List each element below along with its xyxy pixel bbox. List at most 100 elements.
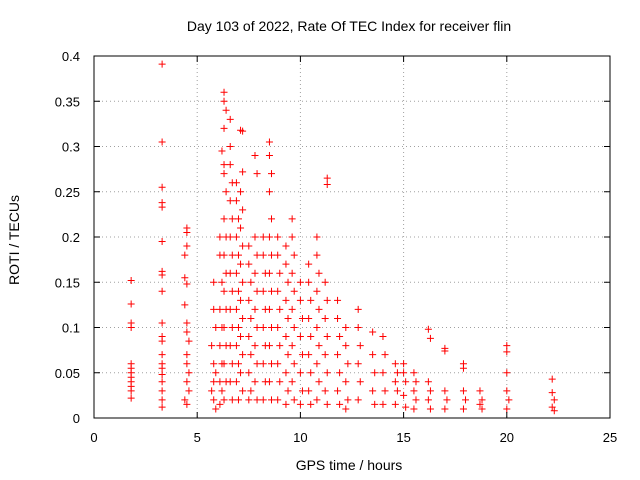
data-point (290, 251, 298, 259)
data-point (237, 369, 245, 377)
data-point (234, 324, 242, 331)
data-point (228, 324, 236, 331)
data-point (288, 378, 296, 386)
data-point (282, 296, 290, 304)
data-point (354, 396, 362, 404)
data-point (239, 168, 247, 176)
data-point (245, 396, 253, 404)
data-point (220, 396, 228, 404)
data-point (342, 342, 350, 350)
data-point (158, 183, 166, 191)
data-point (391, 400, 399, 408)
data-point (237, 333, 245, 341)
data-point (426, 405, 434, 413)
data-point (426, 387, 434, 395)
data-point (158, 371, 166, 379)
data-point (247, 278, 255, 286)
data-point (220, 97, 228, 105)
data-point (412, 378, 420, 386)
data-point (228, 215, 236, 223)
y-tick-label: 0.25 (55, 185, 80, 200)
data-point (478, 396, 486, 404)
data-point (334, 314, 342, 322)
chart-title: Day 103 of 2022, Rate Of TEC Index for r… (187, 18, 511, 34)
data-point (253, 324, 261, 331)
data-point (218, 278, 226, 286)
data-point (212, 324, 220, 331)
data-point (313, 287, 321, 295)
data-point (462, 396, 470, 404)
data-point (274, 233, 282, 241)
data-point (127, 394, 135, 402)
data-point (183, 360, 191, 368)
data-point (259, 396, 267, 404)
data-point (158, 396, 166, 404)
data-point (381, 351, 389, 359)
data-point (183, 319, 191, 327)
data-point (323, 181, 331, 189)
data-point (313, 233, 321, 241)
data-point (313, 396, 321, 404)
data-point (158, 364, 166, 372)
data-point (268, 360, 276, 368)
data-point (282, 400, 290, 408)
data-point (424, 378, 432, 386)
data-point (336, 333, 344, 341)
data-point (220, 215, 228, 223)
data-point (259, 251, 267, 259)
data-point (284, 351, 292, 359)
data-point (290, 324, 298, 331)
data-point (313, 324, 321, 331)
data-point (276, 305, 284, 313)
data-point (441, 405, 449, 413)
data-point (402, 403, 410, 411)
data-point (220, 251, 228, 259)
data-point (228, 287, 236, 295)
data-point (336, 369, 344, 377)
data-point (226, 269, 234, 277)
data-point (268, 324, 276, 331)
data-point (253, 287, 261, 295)
data-point (315, 269, 323, 277)
data-point (127, 300, 135, 308)
data-point (228, 360, 236, 368)
y-tick-label: 0.4 (62, 49, 80, 64)
x-tick-label: 25 (603, 430, 617, 445)
data-point (274, 324, 282, 331)
data-point (371, 369, 379, 377)
data-point (251, 305, 259, 313)
data-point (334, 351, 342, 359)
data-point (393, 387, 401, 395)
data-point (226, 378, 234, 386)
data-point (296, 296, 304, 304)
data-point (232, 197, 240, 205)
data-point (265, 342, 273, 350)
data-point (253, 396, 261, 404)
data-point (402, 378, 410, 386)
data-point (259, 324, 267, 331)
data-point (296, 400, 304, 408)
data-point (237, 296, 245, 304)
data-point (232, 378, 240, 386)
data-point (313, 360, 321, 368)
axis-ticks: 0 5 10 15 20 25 0 0.05 0.1 0.15 0.2 0.25 0.3 0.35 0.4 (55, 49, 618, 445)
data-point (459, 364, 467, 372)
data-point (253, 251, 261, 259)
data-point (315, 342, 323, 350)
data-point (336, 400, 344, 408)
data-point (424, 325, 432, 333)
data-point (185, 337, 193, 345)
data-point (268, 251, 276, 259)
data-point (158, 337, 166, 345)
data-point (548, 375, 556, 383)
data-point (253, 360, 261, 368)
data-point (379, 333, 387, 341)
x-tick-label: 20 (500, 430, 514, 445)
data-point (251, 233, 259, 241)
data-point (181, 396, 189, 404)
data-point (245, 242, 253, 250)
data-point (183, 228, 191, 236)
data-point (391, 360, 399, 368)
data-point (222, 106, 230, 114)
